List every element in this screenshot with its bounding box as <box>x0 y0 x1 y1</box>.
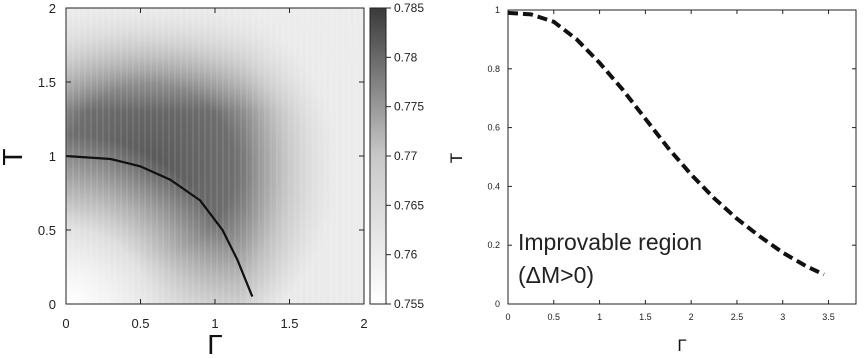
colorbar-tick-label: 0.77 <box>394 149 418 163</box>
line-x-tick-label: 1 <box>597 312 602 322</box>
heatmap-y-axis-title: T <box>0 148 28 165</box>
heatmap-x-tick-label: 2 <box>360 316 367 331</box>
dashed-curve <box>507 10 825 277</box>
heatmap-x-axis-title: Γ <box>207 329 222 359</box>
line-x-tick-label: 2.5 <box>731 312 744 322</box>
line-y-tick-label: 0.6 <box>487 123 500 133</box>
colorbar-tick-label: 0.785 <box>394 1 424 15</box>
line-panel: 0 0.5 1 1.5 2 2.5 3 3.5 0 0.2 0.4 0.6 0.8 1 Improvabl… <box>447 5 857 355</box>
line-x-axis-title: Γ <box>677 336 686 355</box>
line-x-tick-label: 0 <box>505 312 510 322</box>
heatmap-ticks: 0 0.5 1 1.5 2 0 0.5 1 1.5 2 <box>38 1 368 331</box>
colorbar-ticks: 0.755 0.76 0.765 0.77 0.775 0.78 0.785 <box>386 1 424 311</box>
line-x-tick-label: 1.5 <box>639 312 652 322</box>
colorbar-gradient <box>369 7 387 305</box>
contour-line <box>66 154 254 298</box>
line-y-tick-label: 1 <box>495 5 500 15</box>
colorbar-tick-label: 0.765 <box>394 198 424 212</box>
colorbar-tick-label: 0.755 <box>394 297 424 311</box>
line-plot-frame <box>507 9 857 305</box>
line-x-tick-label: 2 <box>689 312 694 322</box>
line-y-tick-label: 0.8 <box>487 64 500 74</box>
heatmap-x-tick-label: 0 <box>62 316 69 331</box>
heatmap-x-tick-label: 0.5 <box>131 316 149 331</box>
heatmap-y-tick-label: 0.5 <box>38 223 56 238</box>
heatmap-y-tick-label: 1 <box>49 149 56 164</box>
colorbar-tick-label: 0.78 <box>394 50 418 64</box>
colorbar-tick-label: 0.76 <box>394 248 418 262</box>
colorbar-tick-label: 0.775 <box>394 100 424 114</box>
heatmap-texture <box>66 8 364 304</box>
line-y-axis-title: T <box>447 153 466 163</box>
heatmap-panel: 0 0.5 1 1.5 2 0 0.5 1 1.5 2 Γ T <box>0 1 368 359</box>
line-x-tick-label: 3.5 <box>822 312 835 322</box>
line-x-tick-label: 3 <box>780 312 785 322</box>
line-y-tick-label: 0 <box>495 299 500 309</box>
annotation-line-2: (ΔM>0) <box>518 262 594 288</box>
line-y-tick-label: 0.2 <box>487 240 500 250</box>
heatmap-x-tick-label: 1.5 <box>280 316 298 331</box>
heatmap-y-tick-label: 0 <box>49 297 56 312</box>
line-ticks: 0 0.5 1 1.5 2 2.5 3 3.5 0 0.2 0.4 0.6 0.8 1 <box>487 5 856 322</box>
heatmap-y-tick-label: 2 <box>49 1 56 16</box>
line-y-tick-label: 0.4 <box>487 181 500 191</box>
line-x-tick-label: 0.5 <box>548 312 561 322</box>
heatmap-y-tick-label: 1.5 <box>38 75 56 90</box>
heatmap-x-tick-label: 1 <box>211 316 218 331</box>
annotation-line-1: Improvable region <box>518 229 702 255</box>
colorbar: 0.755 0.76 0.765 0.77 0.775 0.78 0.785 <box>369 1 424 311</box>
